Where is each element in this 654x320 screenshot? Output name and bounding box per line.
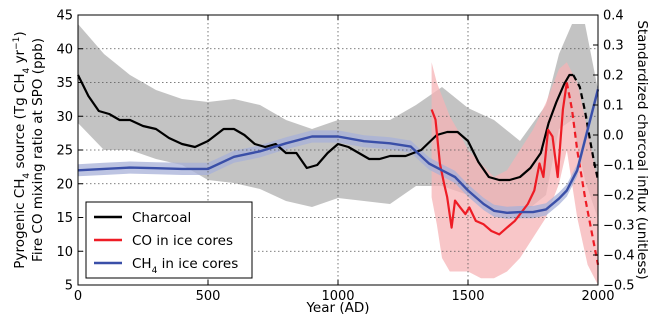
legend-label-charcoal: Charcoal xyxy=(132,210,191,226)
axis-ticks: 0 500 1000 1500 2000 5 10 15 20 25 30 35 40 45 −0.5 −0.… xyxy=(56,9,634,305)
y-right-tick-label: −0.3 xyxy=(603,219,635,234)
ch4-line xyxy=(77,89,600,215)
x-tick-label: 2000 xyxy=(581,289,614,304)
uncertainty-bands xyxy=(78,24,598,285)
y-right-axis-label: Standardized charcoal influx (unitless) xyxy=(634,20,650,279)
co-line-dashed xyxy=(565,82,600,266)
x-tick-label: 0 xyxy=(74,289,82,304)
y-left-tick-label: 40 xyxy=(56,42,73,57)
y-left-tick-label: 35 xyxy=(56,76,73,91)
x-tick-label: 500 xyxy=(196,289,221,304)
y-right-tick-label: 0.2 xyxy=(603,69,624,84)
y-right-tick-label: 0.0 xyxy=(603,129,624,144)
y-left-tick-label: 25 xyxy=(56,144,73,159)
charcoal-line xyxy=(77,73,574,182)
y-left-tick-label: 30 xyxy=(56,110,73,125)
legend-label-co: CO in ice cores xyxy=(132,233,233,249)
y-right-tick-label: 0.3 xyxy=(603,39,624,54)
y-right-tick-label: 0.4 xyxy=(603,9,624,24)
y-right-tick-label: −0.1 xyxy=(603,159,635,174)
y-right-tick-label: −0.2 xyxy=(603,189,635,204)
legend-label-ch4: CH4 in ice cores xyxy=(132,256,238,276)
x-tick-label: 1500 xyxy=(451,289,484,304)
x-tick-label: 1000 xyxy=(321,289,354,304)
y-left-tick-label: 45 xyxy=(56,9,73,24)
y-right-tick-label: 0.1 xyxy=(603,99,624,114)
co-uncertainty-band xyxy=(431,62,598,285)
y-left-axis-label-2: Fire CO mixing ratio at SPO (ppb) xyxy=(30,38,46,262)
legend: Charcoal CO in ice cores CH4 in ice core… xyxy=(85,201,253,279)
x-axis-label: Year (AD) xyxy=(305,300,369,316)
y-right-tick-label: −0.5 xyxy=(603,279,635,294)
y-left-tick-label: 10 xyxy=(56,245,73,260)
ch4-uncertainty-band xyxy=(78,83,598,219)
y-left-tick-label: 5 xyxy=(65,279,73,294)
y-left-axis-label-1: Pyrogenic CH4 source (Tg CH4 yr−1) xyxy=(12,31,32,268)
y-left-tick-label: 15 xyxy=(56,211,73,226)
y-left-tick-label: 20 xyxy=(56,177,73,192)
co-line xyxy=(430,82,568,236)
y-right-tick-label: −0.4 xyxy=(603,249,635,264)
